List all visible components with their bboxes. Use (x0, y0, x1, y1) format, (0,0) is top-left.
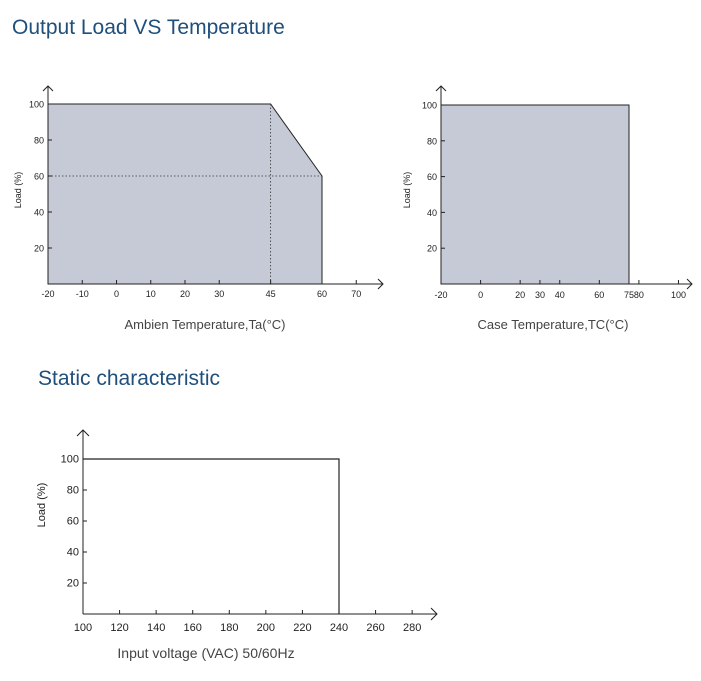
y-tick-label: 60 (34, 172, 44, 182)
x-tick-label: 220 (293, 622, 311, 634)
x-tick-label: -20 (41, 289, 54, 299)
x-axis-arrow (430, 607, 438, 621)
x-tick-label: 20 (180, 289, 190, 299)
x-tick-label: 180 (220, 622, 238, 634)
y-axis-title: Load (%) (36, 483, 48, 528)
y-tick-label: 80 (427, 136, 437, 146)
y-axis-title: Load (%) (13, 172, 23, 209)
x-axis-arrow (377, 278, 384, 290)
x-tick-label: 60 (317, 289, 327, 299)
y-tick-label: 60 (427, 172, 437, 182)
y-axis-title: Load (%) (402, 172, 412, 209)
title-static-characteristic: Static characteristic (38, 367, 221, 390)
y-axis-arrow (435, 85, 447, 92)
x-tick-label: 70 (351, 289, 361, 299)
x-tick-label: 280 (403, 622, 421, 634)
x-tick-label: 160 (184, 622, 202, 634)
x-axis-title: Ambien Temperature,Ta(°C) (124, 317, 285, 332)
x-tick-label: -20 (434, 290, 447, 300)
x-tick-label: 30 (214, 289, 224, 299)
y-tick-label: 80 (67, 485, 79, 497)
x-tick-label: 260 (366, 622, 384, 634)
y-tick-label: 40 (34, 208, 44, 218)
x-axis-title: Input voltage (VAC) 50/60Hz (117, 645, 294, 661)
x-tick-label: 30 (535, 290, 545, 300)
x-tick-label: 80 (634, 290, 644, 300)
y-axis-arrow (76, 429, 90, 437)
y-axis-arrow (42, 85, 54, 92)
x-tick-label: -10 (76, 289, 89, 299)
x-tick-label: 10 (146, 289, 156, 299)
x-tick-label: 40 (555, 290, 565, 300)
y-tick-label: 20 (67, 578, 79, 590)
y-tick-label: 40 (67, 547, 79, 559)
x-tick-label: 45 (266, 289, 276, 299)
x-tick-label: 120 (110, 622, 128, 634)
x-tick-label: 0 (478, 290, 483, 300)
x-tick-label: 20 (515, 290, 525, 300)
x-tick-label: 140 (147, 622, 165, 634)
y-tick-label: 100 (61, 454, 79, 466)
x-tick-label: 0 (114, 289, 119, 299)
y-tick-label: 40 (427, 208, 437, 218)
y-tick-label: 20 (34, 244, 44, 254)
y-tick-label: 100 (422, 101, 437, 111)
y-tick-label: 60 (67, 516, 79, 528)
x-tick-label: 100 (671, 290, 686, 300)
x-axis-title: Case Temperature,TC(°C) (478, 317, 629, 332)
x-axis-arrow (686, 278, 693, 290)
title-output-load-vs-temperature: Output Load VS Temperature (12, 16, 285, 39)
x-tick-label: 60 (594, 290, 604, 300)
x-tick-label: 75 (624, 290, 634, 300)
y-tick-label: 100 (29, 100, 44, 110)
y-tick-label: 20 (427, 244, 437, 254)
y-tick-label: 80 (34, 136, 44, 146)
x-tick-label: 100 (74, 622, 92, 634)
x-tick-label: 240 (330, 622, 348, 634)
x-tick-label: 200 (257, 622, 275, 634)
load-line (83, 458, 340, 614)
